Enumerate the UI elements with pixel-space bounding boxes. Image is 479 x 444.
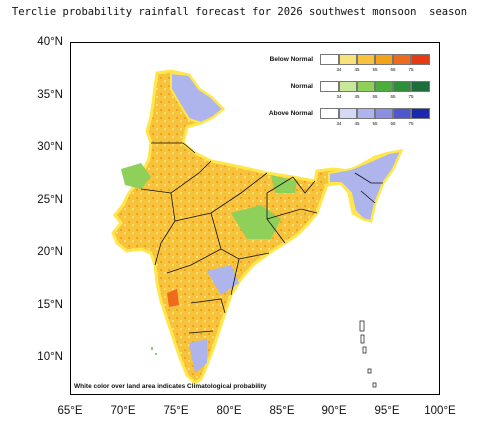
legend-swatch xyxy=(339,54,357,65)
legend-swatch xyxy=(339,81,357,92)
legend-swatch xyxy=(393,108,411,119)
lon-tick-95e: 95°E xyxy=(374,405,400,417)
legend-tick: 45 xyxy=(354,67,360,72)
legend-swatch xyxy=(375,81,393,92)
legend-swatch xyxy=(411,54,430,65)
legend-swatch xyxy=(357,54,375,65)
legend-swatch xyxy=(357,81,375,92)
legend-swatch xyxy=(375,108,393,119)
legend-tick: 65 xyxy=(390,121,396,126)
legend-swatch xyxy=(320,54,339,65)
rajasthan-normal-patch xyxy=(121,163,151,189)
state-boundaries xyxy=(140,142,383,334)
legend-swatch xyxy=(411,108,430,119)
lon-tick-75e: 75°E xyxy=(163,405,189,417)
legend-tick: 55 xyxy=(372,94,378,99)
legend-tick: 45 xyxy=(354,94,360,99)
central-normal-patch xyxy=(231,205,281,239)
legend-tick: 55 xyxy=(372,121,378,126)
lat-tick-25n: 25°N xyxy=(37,194,63,206)
south-tip-above-patch xyxy=(189,339,207,373)
legend-swatch xyxy=(339,108,357,119)
legend-tick: 65 xyxy=(390,94,396,99)
map-title: Terclie probability rainfall forecast fo… xyxy=(11,6,468,18)
lon-tick-90e: 90°E xyxy=(321,405,347,417)
legend-tick: 55 xyxy=(372,67,378,72)
lat-tick-15n: 15°N xyxy=(37,299,63,311)
map-frame xyxy=(70,42,440,395)
india-map xyxy=(111,69,404,388)
legend-title-above-normal: Above Normal xyxy=(268,110,313,117)
lon-tick-80e: 80°E xyxy=(216,405,242,417)
lon-tick-70e: 70°E xyxy=(110,405,136,417)
legend-title-normal: Normal xyxy=(290,83,313,90)
east-normal-patch xyxy=(271,175,297,193)
west-strong-below-patch xyxy=(167,289,179,307)
legend-tick: 75 xyxy=(408,67,414,72)
legend-tick: 34 xyxy=(336,67,342,72)
lon-tick-85e: 85°E xyxy=(269,405,295,417)
peninsula-above-patch xyxy=(207,265,239,295)
climatology-note: White color over land area indicates Cli… xyxy=(74,383,267,390)
lat-tick-40n: 40°N xyxy=(37,36,63,48)
andaman-islands xyxy=(359,320,377,388)
lat-tick-10n: 10°N xyxy=(37,351,63,363)
legend-tick: 65 xyxy=(390,67,396,72)
legend-tick: 45 xyxy=(354,121,360,126)
legend-swatch xyxy=(357,108,375,119)
lon-tick-100e: 100°E xyxy=(424,405,456,417)
legend-swatch xyxy=(411,81,430,92)
legend-title-below-normal: Below Normal xyxy=(269,56,313,63)
legend-swatch xyxy=(320,81,339,92)
legend-swatch xyxy=(393,81,411,92)
legend-tick: 34 xyxy=(336,121,342,126)
legend-swatch xyxy=(393,54,411,65)
lat-tick-20n: 20°N xyxy=(37,246,63,258)
legend-tick: 75 xyxy=(408,121,414,126)
lakshadweep-islands xyxy=(151,347,157,355)
lon-tick-65e: 65°E xyxy=(57,405,83,417)
legend-swatch xyxy=(375,54,393,65)
legend-tick: 34 xyxy=(336,94,342,99)
legend-tick: 75 xyxy=(408,94,414,99)
lat-tick-35n: 35°N xyxy=(37,89,63,101)
lat-tick-30n: 30°N xyxy=(37,141,63,153)
kashmir-above-normal xyxy=(170,71,225,125)
legend-swatch xyxy=(320,108,339,119)
